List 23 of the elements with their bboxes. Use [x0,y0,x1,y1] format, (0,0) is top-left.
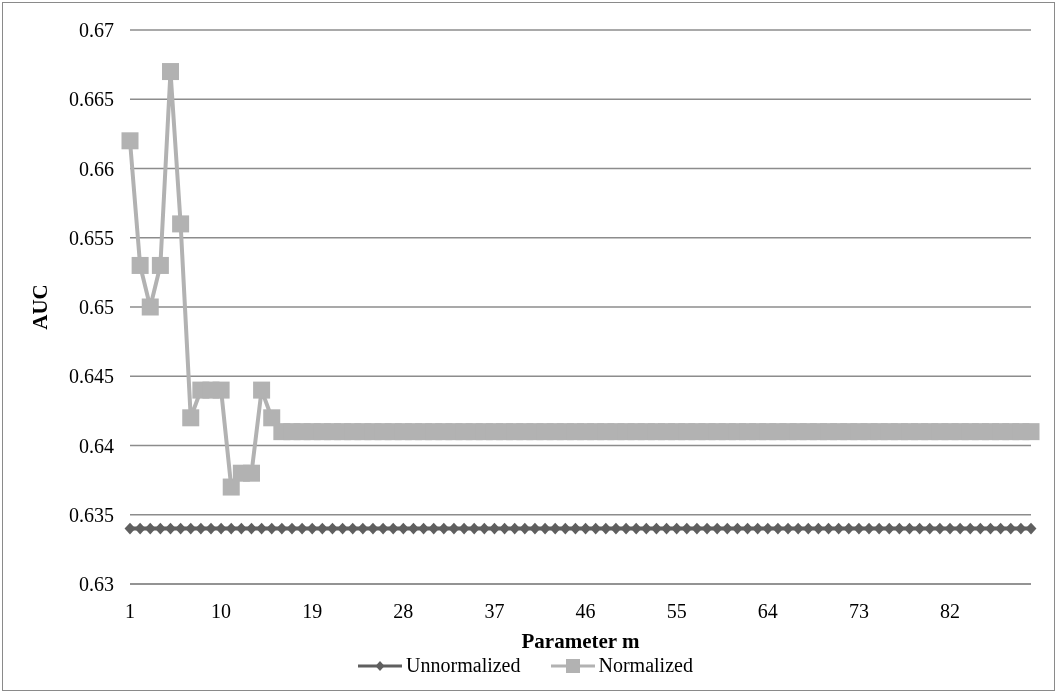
y-tick-label: 0.645 [69,365,114,388]
y-tick-label: 0.65 [79,296,114,319]
x-tick-label: 82 [940,600,961,623]
x-tick-label: 46 [575,600,596,623]
y-tick-label: 0.67 [79,19,114,42]
y-tick-label: 0.635 [69,503,114,526]
y-tick-label: 0.63 [79,573,114,596]
y-axis-title: AUC [28,284,53,330]
x-tick-label: 64 [757,600,778,623]
legend-label: Normalized [598,654,693,677]
x-tick-label: 10 [211,600,232,623]
x-tick-label: 37 [484,600,505,623]
x-tick-label: 1 [125,600,135,623]
y-tick-label: 0.66 [79,157,114,180]
x-tick-label: 28 [393,600,414,623]
y-tick-label: 0.655 [69,226,114,249]
x-tick-label: 55 [666,600,687,623]
y-tick-label: 0.665 [69,88,114,111]
x-axis-title: Parameter m [521,629,640,653]
x-tick-label: 73 [848,600,869,623]
legend-label: Unnormalized [406,654,521,677]
x-tick-label: 19 [302,600,323,623]
y-tick-label: 0.64 [79,434,114,457]
